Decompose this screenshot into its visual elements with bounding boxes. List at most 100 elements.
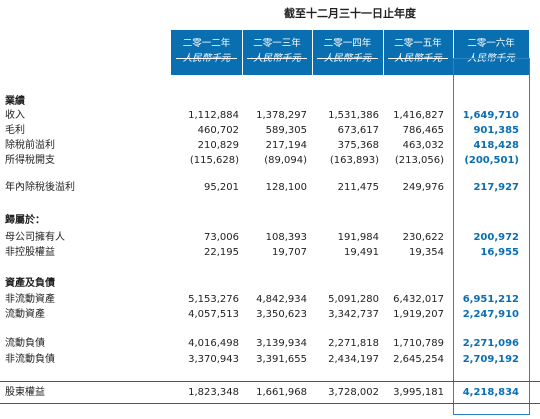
table-row-revenue: 收入 1,112,884 1,378,297 1,531,386 1,416,8… [0,108,540,124]
cell-value: 1,378,297 [256,110,307,121]
column-header-2014: 二零一四年 人民幣千元 [312,30,383,75]
cell-value: 19,354 [409,247,444,258]
cell-value: 3,350,623 [256,309,307,320]
cell-value: (89,094) [264,155,307,166]
row-label: 流動負債 [5,338,45,349]
cell-value: 786,465 [402,125,444,136]
cell-value: 5,153,276 [188,294,239,305]
row-label: 流動資產 [5,309,45,320]
section-assets-liabilities: 資產及負債 [5,278,55,289]
column-header-2013: 二零一三年 人民幣千元 [242,30,312,75]
row-label: 非流動資產 [5,294,55,305]
cell-value: 2,645,254 [393,354,444,365]
table-row-nci: 非控股權益 22,195 19,707 19,491 19,354 16,955 [0,245,540,261]
column-divider [453,30,454,75]
cell-value: 1,112,884 [188,110,239,121]
cell-value: 673,617 [337,125,379,136]
cell-value: 4,057,513 [188,309,239,320]
column-header-2015: 二零一五年 人民幣千元 [383,30,453,75]
cell-value: 2,434,197 [328,354,379,365]
cell-value: 589,305 [265,125,307,136]
table-row-profit-before-tax: 除稅前溢利 210,829 217,194 375,368 463,032 41… [0,138,540,154]
cell-value: 1,823,348 [188,387,239,398]
column-year: 二零一六年 [467,38,515,49]
cell-value: 191,984 [337,232,379,243]
cell-value: 217,194 [265,140,307,151]
cell-value-highlight: 217,927 [473,182,519,193]
cell-value: (163,893) [329,155,379,166]
table-row-owners: 母公司擁有人 73,006 108,393 191,984 230,622 20… [0,230,540,246]
cell-value-highlight: 16,955 [480,247,519,258]
highlight-column-frame [453,58,530,415]
row-label: 非控股權益 [5,247,55,258]
row-label: 母公司擁有人 [5,232,65,243]
cell-value-highlight: 901,385 [473,125,519,136]
cell-value-highlight: 200,972 [473,232,519,243]
cell-value: 95,201 [204,182,239,193]
row-label: 收入 [5,110,25,121]
column-divider [242,30,243,75]
section-results: 業績 [5,96,25,107]
cell-value: 1,661,968 [256,387,307,398]
cell-value: 3,728,002 [328,387,379,398]
cell-value: 1,710,789 [393,338,444,349]
column-year: 二零一四年 [323,38,372,49]
cell-value-highlight: 2,709,192 [462,354,519,365]
cell-value: 3,139,934 [256,338,307,349]
cell-value-highlight: 418,428 [473,140,519,151]
table-row-gross-profit: 毛利 460,702 589,305 673,617 786,465 901,3… [0,123,540,139]
column-divider [383,30,384,75]
cell-value: 3,995,181 [393,387,444,398]
row-label: 非流動負債 [5,354,55,365]
cell-value-highlight: 2,247,910 [462,309,519,320]
section-attributable: 歸屬於： [5,215,45,226]
column-year: 二零一二年 [182,38,231,49]
divider-top [0,381,540,382]
table-row-equity: 股東權益 1,823,348 1,661,968 3,728,002 3,995… [0,385,540,401]
table-row-current-liabilities: 流動負債 4,016,498 3,139,934 2,271,818 1,710… [0,336,540,352]
header-underline [317,58,378,59]
row-label: 股東權益 [5,387,45,398]
cell-value: 73,006 [204,232,239,243]
column-header-2012: 二零一二年 人民幣千元 [171,30,242,75]
cell-value: 3,342,737 [328,309,379,320]
cell-value-highlight: (200,501) [464,155,519,166]
row-label: 所得稅開支 [5,155,55,166]
cell-value-highlight: 4,218,834 [462,387,519,398]
column-year: 二零一五年 [394,38,442,49]
row-label: 除稅前溢利 [5,140,55,151]
cell-value: 210,829 [197,140,239,151]
header-underline [247,58,307,59]
cell-value: 249,976 [402,182,444,193]
cell-value: 6,432,017 [393,294,444,305]
row-label: 毛利 [5,125,25,136]
divider-bottom [0,403,540,404]
header-underline [388,58,448,59]
cell-value: 1,919,207 [393,309,444,320]
cell-value: 2,271,818 [328,338,379,349]
period-title: 截至十二月三十一日止年度 [284,7,416,20]
cell-value: 375,368 [337,140,379,151]
cell-value-highlight: 6,951,212 [462,294,519,305]
cell-value: 19,707 [272,247,307,258]
cell-value: 19,491 [344,247,379,258]
table-row-noncurrent-liabilities: 非流動負債 3,370,943 3,391,655 2,434,197 2,64… [0,352,540,368]
cell-value-highlight: 2,271,096 [462,338,519,349]
table-row-current-assets: 流動資產 4,057,513 3,350,623 3,342,737 1,919… [0,307,540,323]
cell-value: 460,702 [197,125,239,136]
cell-value: 4,842,934 [256,294,307,305]
cell-value-highlight: 1,649,710 [462,110,519,121]
cell-value: 3,370,943 [188,354,239,365]
cell-value: 1,531,386 [328,110,379,121]
column-year: 二零一三年 [253,38,301,49]
row-label: 年內除稅後溢利 [5,182,75,193]
table-row-income-tax: 所得稅開支 (115,628) (89,094) (163,893) (213,… [0,153,540,169]
cell-value: 22,195 [204,247,239,258]
cell-value: 463,032 [402,140,444,151]
cell-value: 108,393 [265,232,307,243]
column-header-band [171,30,529,75]
cell-value: (213,056) [394,155,444,166]
cell-value: (115,628) [189,155,239,166]
header-underline [176,58,237,59]
column-divider [312,30,313,75]
